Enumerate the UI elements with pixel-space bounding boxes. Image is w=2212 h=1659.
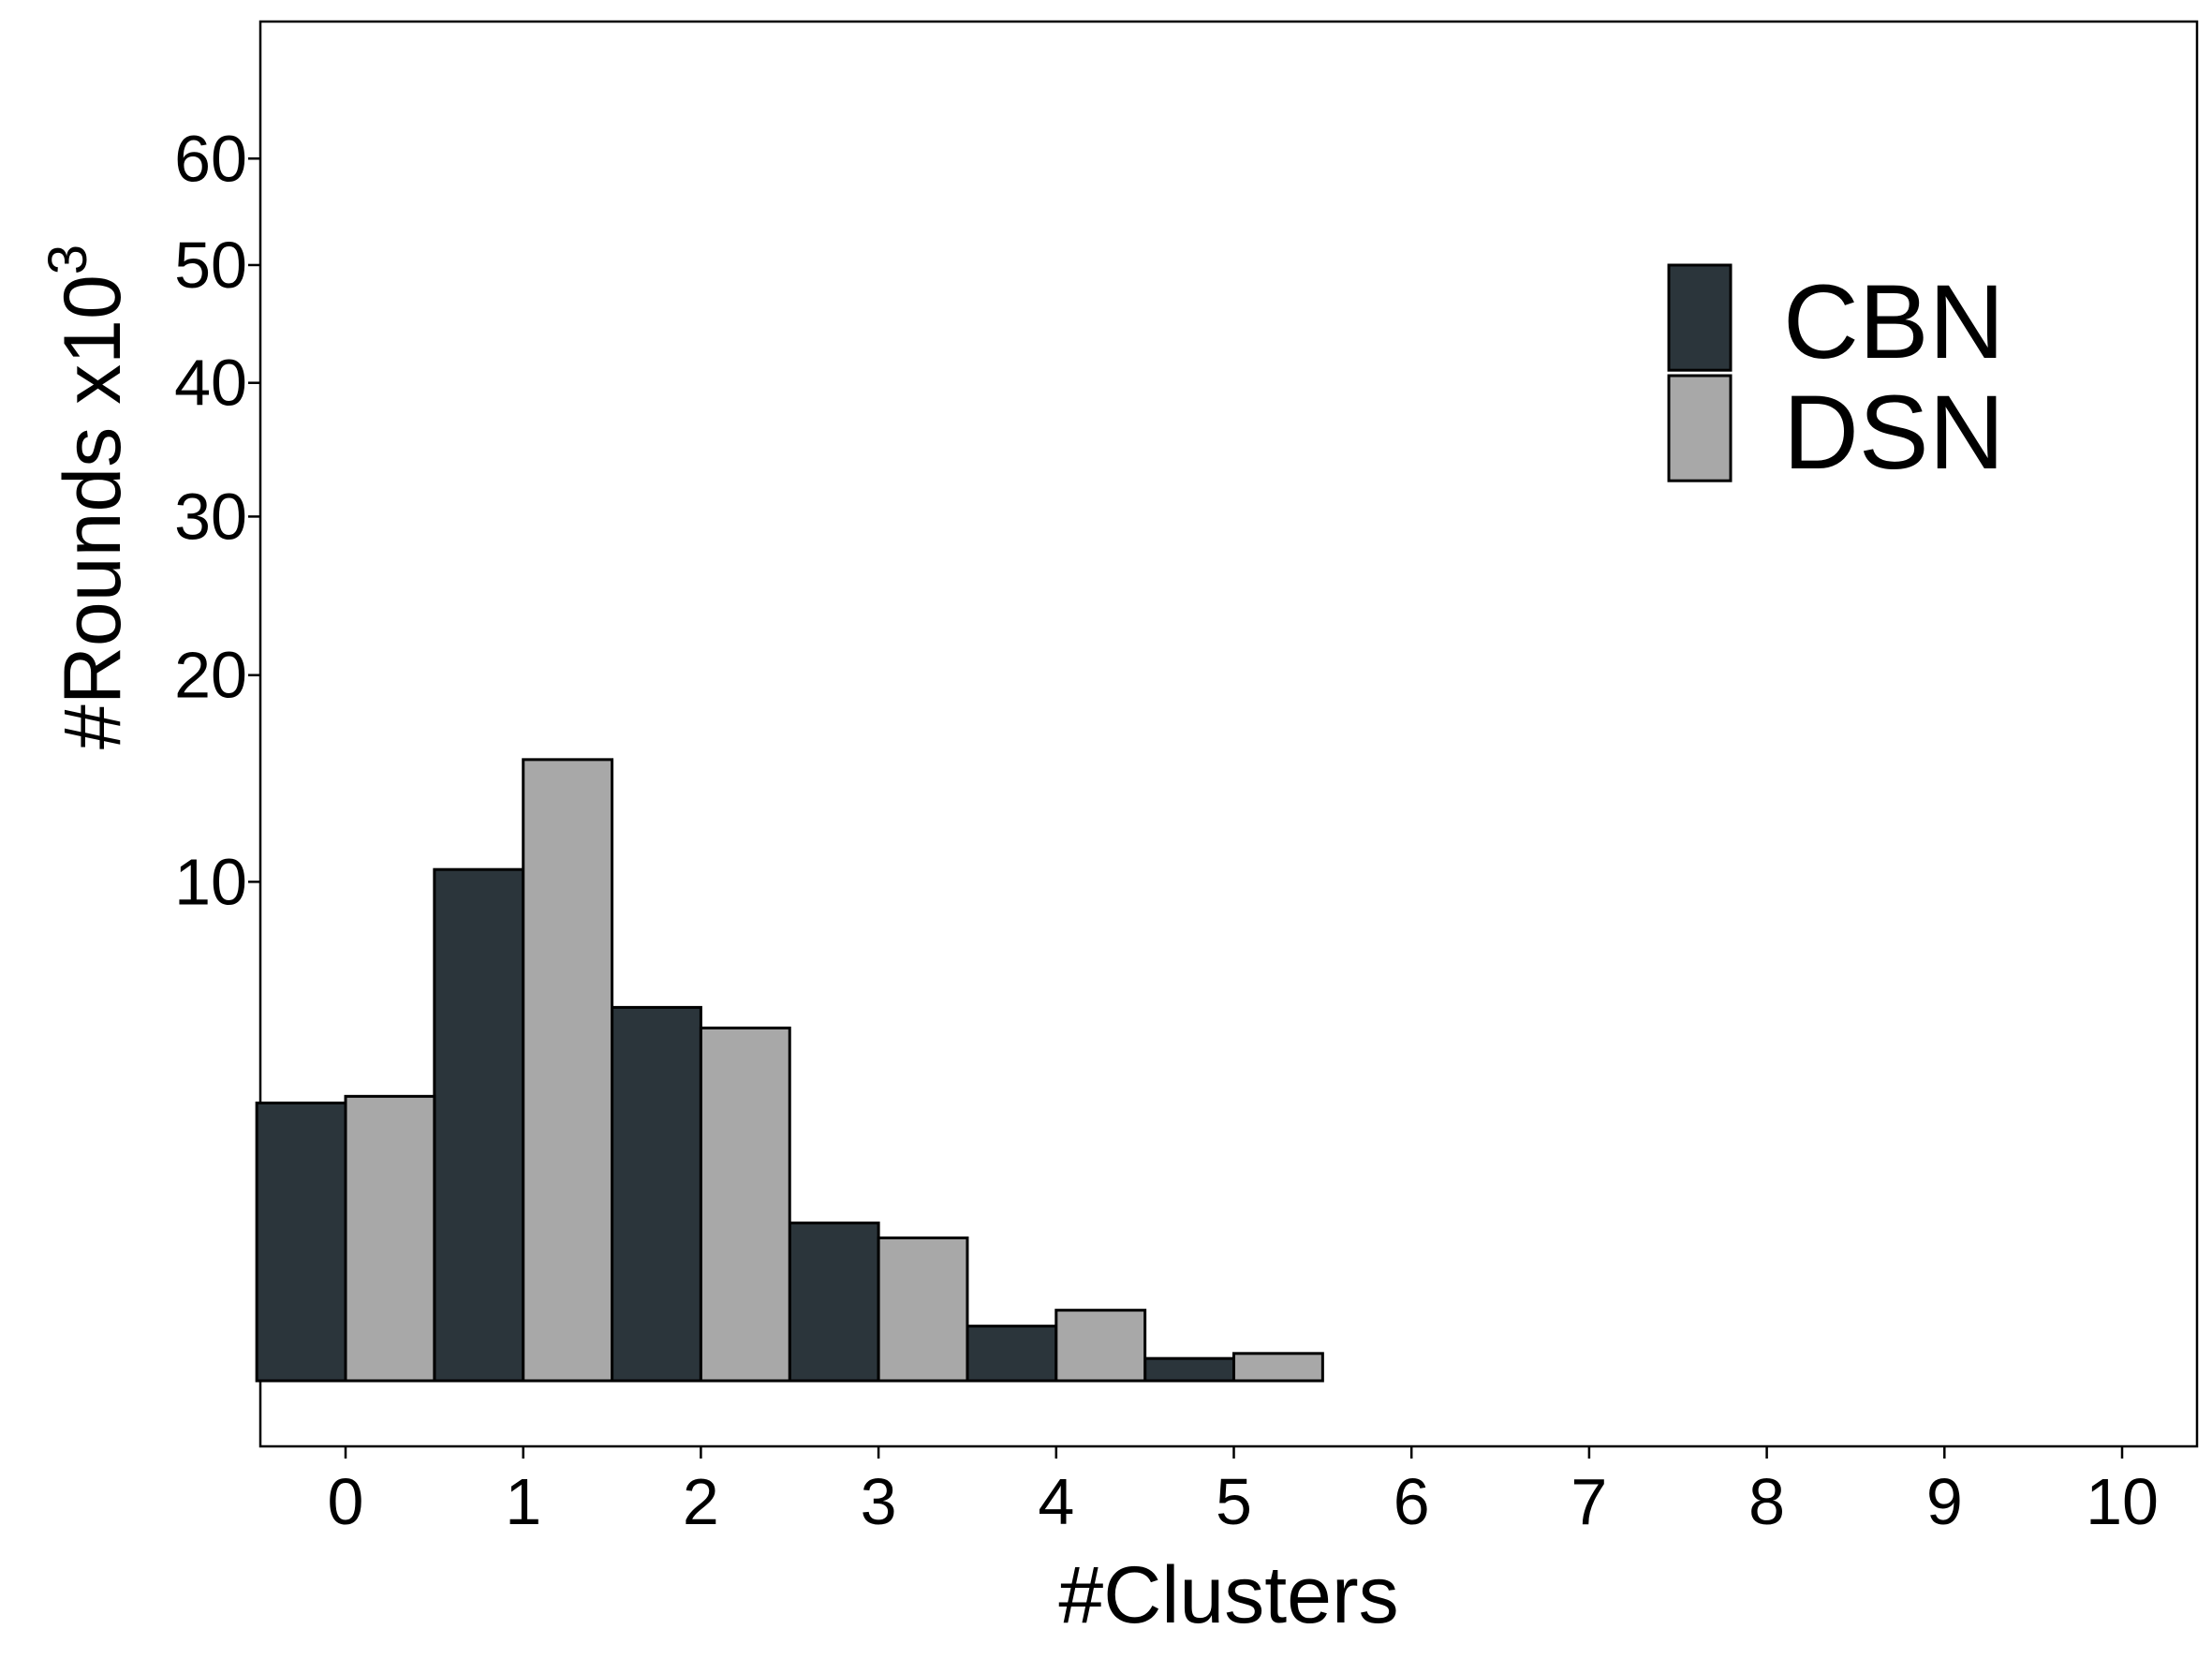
y-tick-label: 50: [174, 229, 247, 302]
bar-dsn-4: [1054, 1309, 1147, 1383]
legend-label-dsn: DSN: [1783, 374, 2004, 491]
bar-cbn-5: [1143, 1356, 1236, 1383]
x-tick-label: 2: [683, 1465, 719, 1538]
x-tick-label: 3: [861, 1465, 897, 1538]
y-tick-label: 10: [174, 845, 247, 918]
x-tick-label: 9: [1926, 1465, 1963, 1538]
y-tick-label: 60: [174, 122, 247, 195]
bar-cbn-1: [433, 867, 525, 1383]
bar-cbn-2: [611, 1005, 702, 1383]
legend-key-dsn: [1667, 374, 1733, 482]
bar-cbn-4: [966, 1325, 1058, 1383]
x-axis-title: #Clusters: [1058, 1550, 1398, 1640]
bar-dsn-3: [877, 1236, 969, 1383]
y-axis-title: #Rounds x103: [37, 244, 138, 749]
y-axis-title-text: #Rounds x10: [48, 274, 138, 749]
x-tick-label: 0: [328, 1465, 364, 1538]
bar-dsn-5: [1232, 1352, 1324, 1383]
bar-cbn-0: [255, 1101, 347, 1383]
x-tick-label: 10: [2086, 1465, 2159, 1538]
x-axis: 0 1 2 3 4 5 6 7 8 9 10: [328, 1446, 2159, 1538]
y-tick-label: 20: [174, 639, 247, 712]
x-tick-label: 6: [1394, 1465, 1430, 1538]
legend-label-cbn: CBN: [1783, 263, 2004, 380]
y-tick-label: 40: [174, 347, 247, 420]
y-tick-label: 30: [174, 480, 247, 553]
x-tick-label: 1: [505, 1465, 541, 1538]
bar-dsn-1: [522, 758, 614, 1383]
y-axis: 10 20 30 40 50 60: [174, 122, 260, 918]
legend-key-cbn: [1667, 263, 1733, 372]
bars-layer: [255, 758, 1324, 1383]
x-tick-label: 4: [1038, 1465, 1074, 1538]
y-axis-title-exponent: 3: [37, 244, 98, 274]
x-tick-label: 8: [1748, 1465, 1785, 1538]
x-tick-label: 5: [1216, 1465, 1252, 1538]
bar-cbn-3: [788, 1222, 880, 1383]
bar-dsn-0: [344, 1094, 436, 1383]
x-tick-label: 7: [1571, 1465, 1607, 1538]
bar-dsn-2: [699, 1026, 791, 1383]
